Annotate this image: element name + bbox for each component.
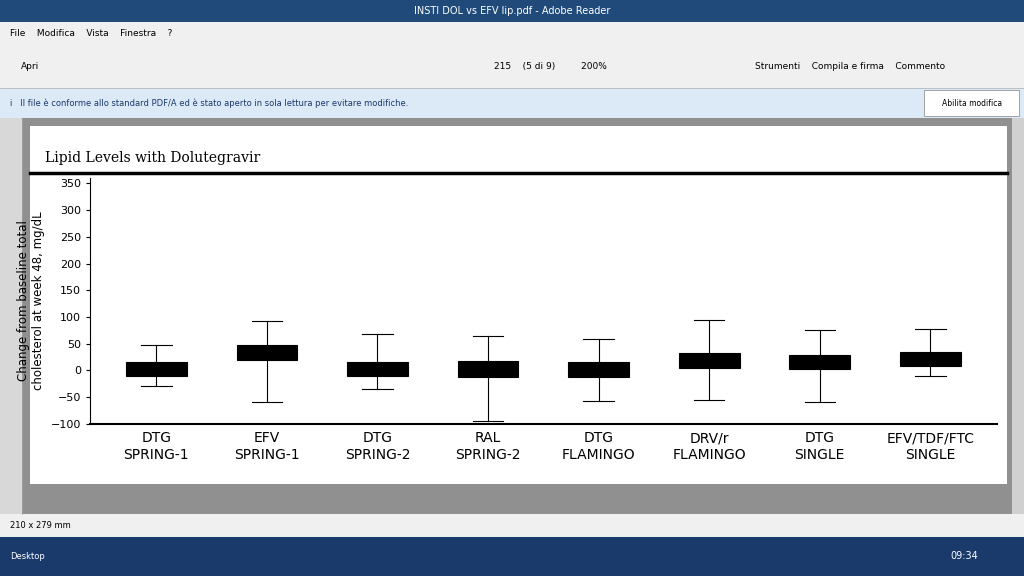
Y-axis label: Change from baseline total
cholesterol at week 48, mg/dL: Change from baseline total cholesterol a… (17, 211, 45, 391)
PathPatch shape (347, 362, 408, 376)
Bar (0, 0, 1024, 22)
Bar (0, 45, 1024, 88)
Text: Apri: Apri (20, 62, 39, 71)
Text: Lipid Levels with Dolutegravir: Lipid Levels with Dolutegravir (45, 151, 260, 165)
Bar (30, 126, 1007, 484)
Text: File    Modifica    Vista    Finestra    ?: File Modifica Vista Finestra ? (10, 29, 172, 38)
PathPatch shape (679, 353, 739, 367)
PathPatch shape (568, 362, 629, 377)
Bar (1012, 118, 1024, 514)
Text: Abilita modifica: Abilita modifica (942, 98, 1002, 108)
Text: 210 x 279 mm: 210 x 279 mm (10, 521, 71, 530)
PathPatch shape (126, 362, 186, 376)
Text: 09:34: 09:34 (950, 551, 978, 562)
Text: Strumenti    Compila e firma    Commento: Strumenti Compila e firma Commento (755, 62, 945, 71)
PathPatch shape (790, 355, 850, 369)
Text: INSTI DOL vs EFV lip.pdf - Adobe Reader: INSTI DOL vs EFV lip.pdf - Adobe Reader (414, 6, 610, 16)
PathPatch shape (900, 352, 961, 366)
Text: i   Il file è conforme allo standard PDF/A ed è stato aperto in sola lettura per: i Il file è conforme allo standard PDF/A… (10, 98, 409, 108)
Text: Desktop: Desktop (10, 552, 45, 561)
Bar (0, 118, 1024, 514)
Bar (0, 537, 1024, 576)
PathPatch shape (237, 345, 297, 359)
Text: 215    (5 di 9)         200%: 215 (5 di 9) 200% (494, 62, 606, 71)
Bar (924, 90, 1019, 116)
Bar (0, 22, 1024, 45)
Bar (0, 118, 22, 514)
PathPatch shape (458, 361, 518, 377)
Bar (0, 514, 1024, 537)
Bar (0, 88, 1024, 118)
Bar (0, 514, 1024, 537)
